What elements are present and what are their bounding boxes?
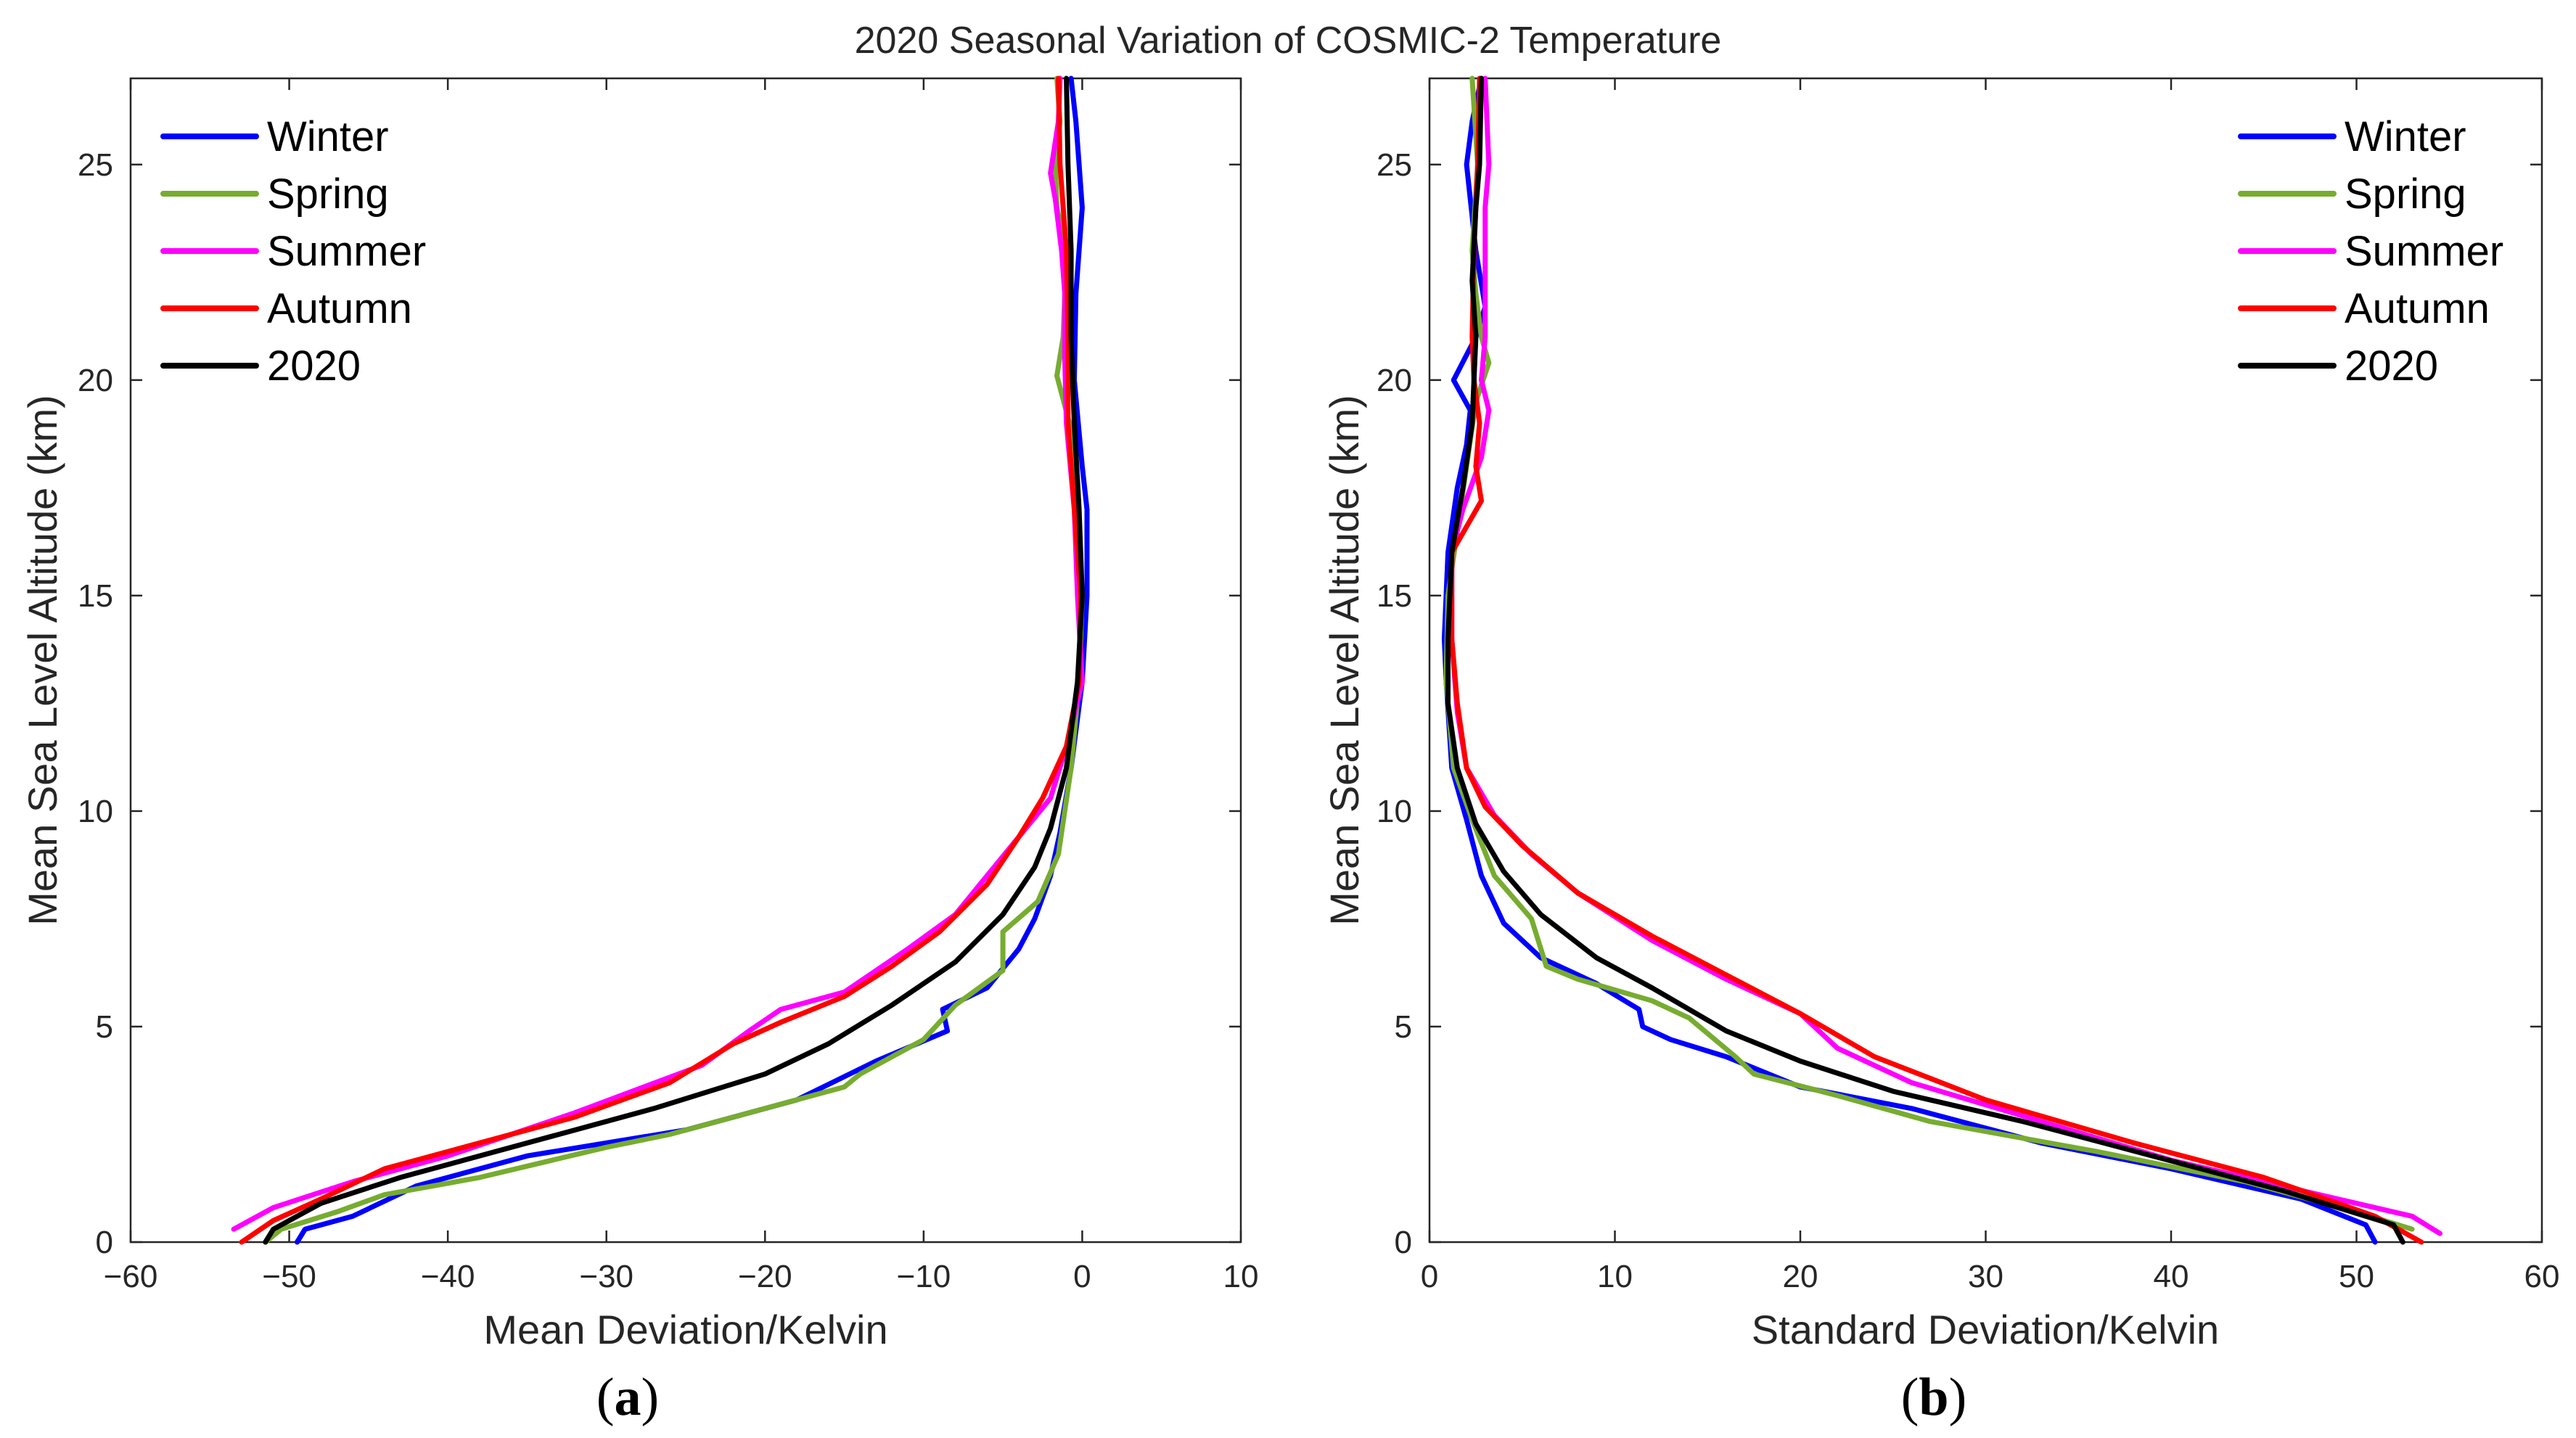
panel-b-x-axis: 0 10 20 30 40 50 60 (1421, 78, 2560, 1294)
legend-label-2020: 2020 (267, 342, 361, 390)
panel-a-x-axis: −60 −50 −40 −30 −20 −10 0 10 (104, 78, 1259, 1294)
series-line-summer (231, 75, 1085, 1232)
series-line-winter (295, 75, 1090, 1245)
y-tick-label: 20 (1377, 363, 1412, 398)
panel-a-y-axis: 0 5 10 15 20 25 (78, 147, 1241, 1260)
legend-label-summer: Summer (267, 228, 426, 275)
panel-a-y-label: Mean Sea Level Altitude (km) (20, 395, 65, 925)
x-tick-label: 0 (1073, 1259, 1091, 1294)
y-tick-label: 25 (1377, 147, 1412, 183)
y-tick-label: 5 (96, 1009, 113, 1045)
legend-label-summer: Summer (2345, 228, 2503, 275)
x-tick-label: −40 (421, 1259, 475, 1294)
legend-label-spring: Spring (2345, 170, 2466, 218)
panel-a-x-label: Mean Deviation/Kelvin (483, 1307, 887, 1352)
x-tick-label: −50 (262, 1259, 316, 1294)
x-tick-label: 10 (1597, 1259, 1633, 1294)
y-tick-label: 15 (78, 578, 113, 614)
y-tick-label: 0 (1395, 1225, 1412, 1260)
legend-label-2020: 2020 (2345, 342, 2438, 390)
x-tick-label: −30 (579, 1259, 633, 1294)
panel-b-y-axis: 0 5 10 15 20 25 (1377, 147, 2542, 1260)
panel-a-label-letter: a (615, 1368, 641, 1427)
x-tick-label: −10 (897, 1259, 951, 1294)
x-tick-label: 30 (1968, 1259, 2003, 1294)
legend-label-spring: Spring (267, 170, 389, 218)
y-tick-label: 10 (1377, 794, 1412, 829)
x-tick-label: 50 (2339, 1259, 2374, 1294)
x-tick-label: 60 (2524, 1259, 2560, 1294)
legend-label-winter: Winter (2345, 113, 2466, 160)
panel-a-label-close: ) (641, 1368, 660, 1427)
series-line-autumn (239, 75, 1083, 1245)
panel-a: −60 −50 −40 −30 −20 −10 0 10 0 5 10 15 20 25 Mean De… (20, 75, 1259, 1427)
panel-a-legend: Winter Spring Summer Autumn 2020 (160, 113, 426, 390)
panel-b-series (1441, 75, 2442, 1245)
panel-b-x-label: Standard Deviation/Kelvin (1752, 1307, 2219, 1352)
panel-a-label: (a) (596, 1368, 659, 1427)
x-tick-label: 0 (1421, 1259, 1438, 1294)
panel-a-series (231, 75, 1090, 1245)
figure-title: 2020 Seasonal Variation of COSMIC-2 Temp… (855, 20, 1722, 62)
panel-b-legend: Winter Spring Summer Autumn 2020 (2238, 113, 2503, 390)
legend-label-autumn: Autumn (2345, 285, 2490, 332)
panel-b: 0 10 20 30 40 50 60 0 5 10 15 20 25 Standard Deviat… (1321, 75, 2560, 1427)
x-tick-label: −60 (104, 1259, 158, 1294)
x-tick-label: 20 (1783, 1259, 1818, 1294)
y-tick-label: 15 (1377, 578, 1412, 614)
panel-b-label: (b) (1901, 1368, 1966, 1427)
legend-label-autumn: Autumn (267, 285, 412, 332)
panel-b-label-close: ) (1949, 1368, 1967, 1427)
panel-b-label-open: ( (1901, 1368, 1919, 1427)
panel-b-label-letter: b (1919, 1368, 1948, 1427)
x-tick-label: −20 (738, 1259, 792, 1294)
panel-a-label-open: ( (596, 1368, 615, 1427)
y-tick-label: 20 (78, 363, 113, 398)
panel-a-plot-area (129, 77, 1242, 1244)
panel-b-plot-area (1428, 77, 2543, 1244)
x-tick-label: 10 (1223, 1259, 1259, 1294)
panel-b-y-label: Mean Sea Level Altitude (km) (1321, 395, 1367, 925)
series-line-2020 (1445, 75, 2405, 1245)
y-tick-label: 10 (78, 794, 113, 829)
y-tick-label: 5 (1395, 1009, 1412, 1045)
series-line-2020 (263, 75, 1085, 1245)
y-tick-label: 25 (78, 147, 113, 183)
x-tick-label: 40 (2154, 1259, 2189, 1294)
legend-label-winter: Winter (267, 113, 389, 160)
y-tick-label: 0 (96, 1225, 113, 1260)
